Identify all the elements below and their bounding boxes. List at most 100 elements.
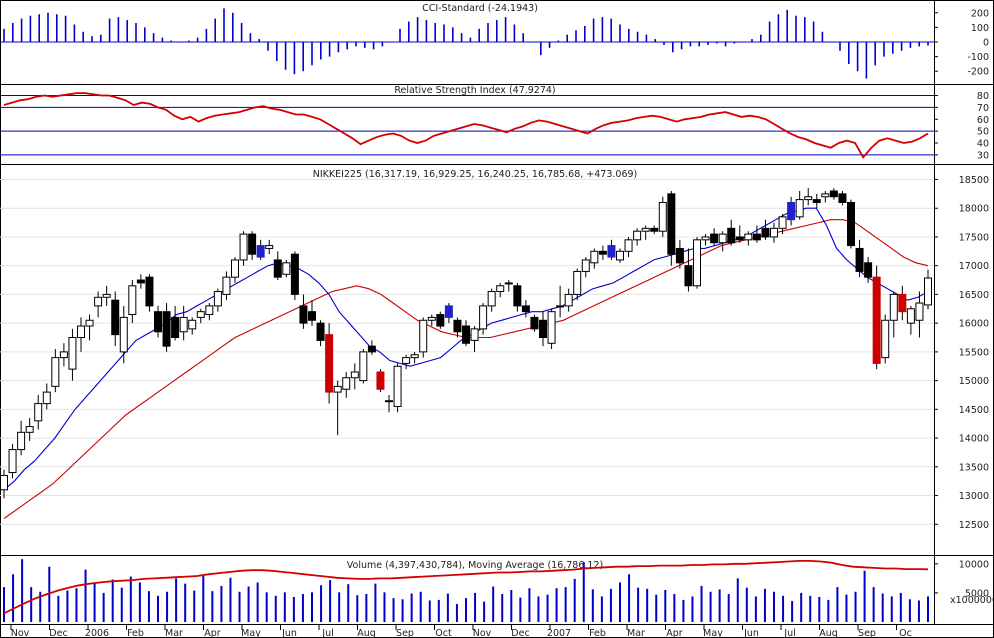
cci-tick-label: 100 xyxy=(971,23,989,34)
candle xyxy=(564,288,573,312)
candle-body xyxy=(864,262,873,278)
candle xyxy=(42,383,51,410)
rsi-tick-label: 30 xyxy=(977,150,989,161)
candle-body xyxy=(658,201,667,232)
candle xyxy=(521,300,530,318)
candle-body xyxy=(42,391,51,405)
x-tick-label: Oc xyxy=(899,628,912,638)
rsi-line xyxy=(3,92,929,159)
candle xyxy=(111,291,120,347)
cci-panel: CCI-Standard (-24.1943) 200 100 0 -100 -200 xyxy=(0,3,989,79)
candle xyxy=(633,228,642,246)
x-tick-label: 2006 xyxy=(85,628,109,638)
candle-body xyxy=(915,302,924,321)
candle-body xyxy=(248,233,257,255)
volume-unit-label: x10000000 xyxy=(950,595,994,606)
candle xyxy=(316,320,325,347)
candle xyxy=(350,363,359,390)
candle xyxy=(282,259,291,278)
candle xyxy=(761,219,770,240)
candle xyxy=(51,349,60,393)
candle-body xyxy=(889,293,898,321)
candle-body xyxy=(906,308,915,324)
candle-body xyxy=(590,250,599,264)
candle xyxy=(675,239,684,269)
volume-tick-label: 5000 xyxy=(965,588,989,599)
candle-body xyxy=(265,245,274,249)
price-tick-label: 17000 xyxy=(959,261,989,272)
candle xyxy=(8,443,17,479)
candle-body xyxy=(419,319,428,353)
candle-body xyxy=(539,319,547,339)
candle xyxy=(419,317,428,358)
candle-body xyxy=(650,227,659,232)
candle-body xyxy=(299,305,308,324)
candle-body xyxy=(675,247,684,264)
candle-body xyxy=(77,325,85,339)
candle xyxy=(179,305,188,341)
x-axis: Nov Dec 2006 Feb Mar Apr May Jun Jul Aug Sep Oct Nov… xyxy=(10,624,912,638)
candle-body xyxy=(256,245,265,258)
candle xyxy=(171,305,180,341)
candle-body xyxy=(462,325,470,344)
candle-body xyxy=(521,305,530,313)
candle xyxy=(915,291,924,338)
candle xyxy=(855,239,864,278)
candle xyxy=(462,320,470,347)
candle-body xyxy=(402,357,411,364)
candle xyxy=(847,199,855,249)
candle xyxy=(342,371,351,398)
candle-body xyxy=(119,316,128,353)
candle xyxy=(231,257,239,283)
candle-body xyxy=(350,371,359,379)
candle-body xyxy=(410,354,419,359)
candle-body xyxy=(231,259,239,278)
candle-body xyxy=(787,201,796,221)
candle-body xyxy=(385,400,393,403)
candle xyxy=(479,303,488,335)
candle xyxy=(641,225,650,240)
candle-body xyxy=(881,319,890,359)
price-title: NIKKEI225 (16,317.19, 16,929.25, 16,240.… xyxy=(313,169,638,180)
candle-body xyxy=(778,216,787,229)
price-tick-label: 15500 xyxy=(959,347,989,358)
candle-body xyxy=(829,190,838,198)
candle xyxy=(102,285,111,306)
price-tick-label: 14000 xyxy=(959,434,989,445)
candle xyxy=(924,269,932,310)
candle xyxy=(487,288,496,312)
candle xyxy=(624,236,633,258)
candle xyxy=(718,231,727,252)
candle xyxy=(547,308,556,350)
candle xyxy=(34,394,43,430)
candle-body xyxy=(872,276,881,364)
price-tick-label: 16500 xyxy=(959,290,989,301)
rsi-tick-label: 40 xyxy=(977,139,989,150)
candle-body xyxy=(684,265,693,287)
candle-body xyxy=(376,371,385,390)
candle xyxy=(68,328,77,381)
candle-body xyxy=(667,193,676,255)
candle xyxy=(539,311,547,347)
candle xyxy=(273,251,282,281)
rsi-panel: Relative Strength Index (47.9274) 807060… xyxy=(0,85,989,161)
volume-panel: Volume (4,397,430,784), Moving Average (… xyxy=(3,559,994,622)
candle xyxy=(77,317,85,352)
candle-body xyxy=(213,291,222,307)
candle xyxy=(752,225,761,243)
x-tick-label: Jul xyxy=(321,628,333,638)
price-tick-label: 15000 xyxy=(959,376,989,387)
candle xyxy=(530,314,539,332)
candle-body xyxy=(136,279,145,284)
candle-body xyxy=(128,285,137,316)
candle xyxy=(393,363,402,413)
candle xyxy=(154,305,162,338)
x-tick-label: Sep xyxy=(396,628,414,638)
candle xyxy=(889,291,898,338)
candle-body xyxy=(196,311,205,318)
candle-body xyxy=(162,311,171,347)
volume-tick-label: 10000 xyxy=(959,559,989,570)
candle-body xyxy=(282,262,291,275)
candle-body xyxy=(616,250,624,261)
x-tick-label: Nov xyxy=(473,628,492,638)
